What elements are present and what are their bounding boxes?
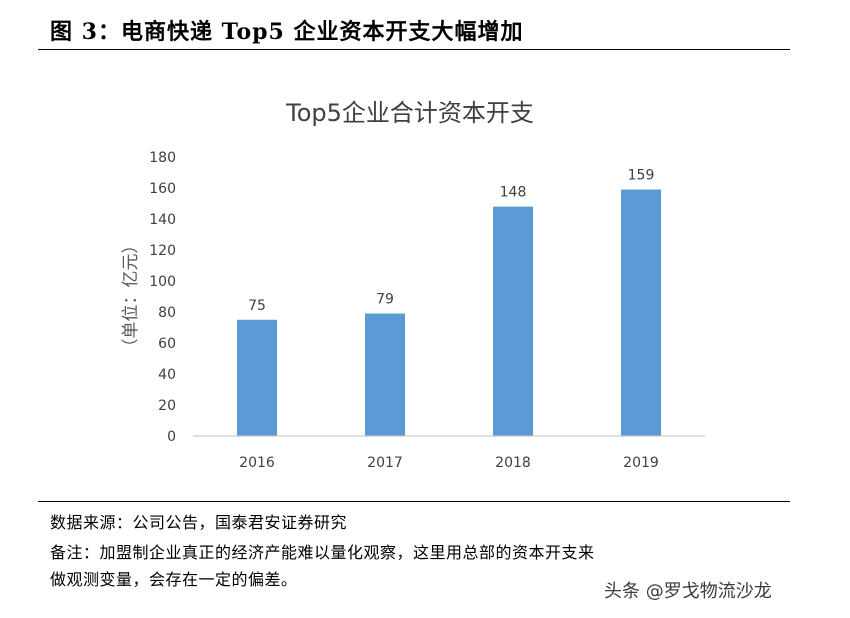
top-rule [38,49,790,50]
y-tick-label: 180 [149,150,176,166]
y-tick-label: 80 [158,305,176,321]
remark-line-2: 做观测变量，会存在一定的偏差。 [50,570,298,589]
bar-value-label-2016: 75 [248,298,266,314]
bar-data-labels: 75 79 148 159 [248,168,654,314]
x-tick-label-2017: 2017 [367,455,403,471]
bars [237,189,661,436]
watermark: 头条 @罗戈物流沙龙 [604,581,772,602]
chart-title: Top5企业合计资本开支 [285,99,534,127]
x-tick-label-2019: 2019 [623,455,659,471]
figure-title: 图 3：电商快递 Top5 企业资本开支大幅增加 [50,19,524,45]
y-tick-label: 100 [149,274,176,290]
y-tick-label: 0 [167,429,176,445]
y-tick-label: 120 [149,243,176,259]
x-axis-ticks: 2016 2017 2018 2019 [239,455,659,471]
y-tick-label: 140 [149,212,176,228]
bar-2017 [365,313,405,436]
y-tick-label: 20 [158,398,176,414]
y-tick-label: 160 [149,181,176,197]
bar-value-label-2019: 159 [628,168,655,184]
bar-value-label-2018: 148 [500,185,527,201]
y-axis-ticks: 0 20 40 60 80 100 120 140 160 180 [149,150,176,445]
y-tick-label: 60 [158,336,176,352]
remark-line-1: 备注：加盟制企业真正的经济产能难以量化观察，这里用总部的资本开支来 [50,543,595,562]
bar-2018 [493,206,533,436]
bar-2019 [621,189,661,436]
y-tick-label: 40 [158,367,176,383]
x-tick-label-2018: 2018 [495,455,531,471]
bottom-rule [38,501,790,502]
y-axis-label: （单位：亿元） [121,237,141,356]
bar-2016 [237,319,277,436]
x-tick-label-2016: 2016 [239,455,275,471]
bar-chart: Top5企业合计资本开支 （单位：亿元） 0 20 40 60 80 100 120 140 1… [121,99,705,471]
source-note: 数据来源：公司公告，国泰君安证券研究 [50,513,348,532]
bar-value-label-2017: 79 [376,292,394,308]
